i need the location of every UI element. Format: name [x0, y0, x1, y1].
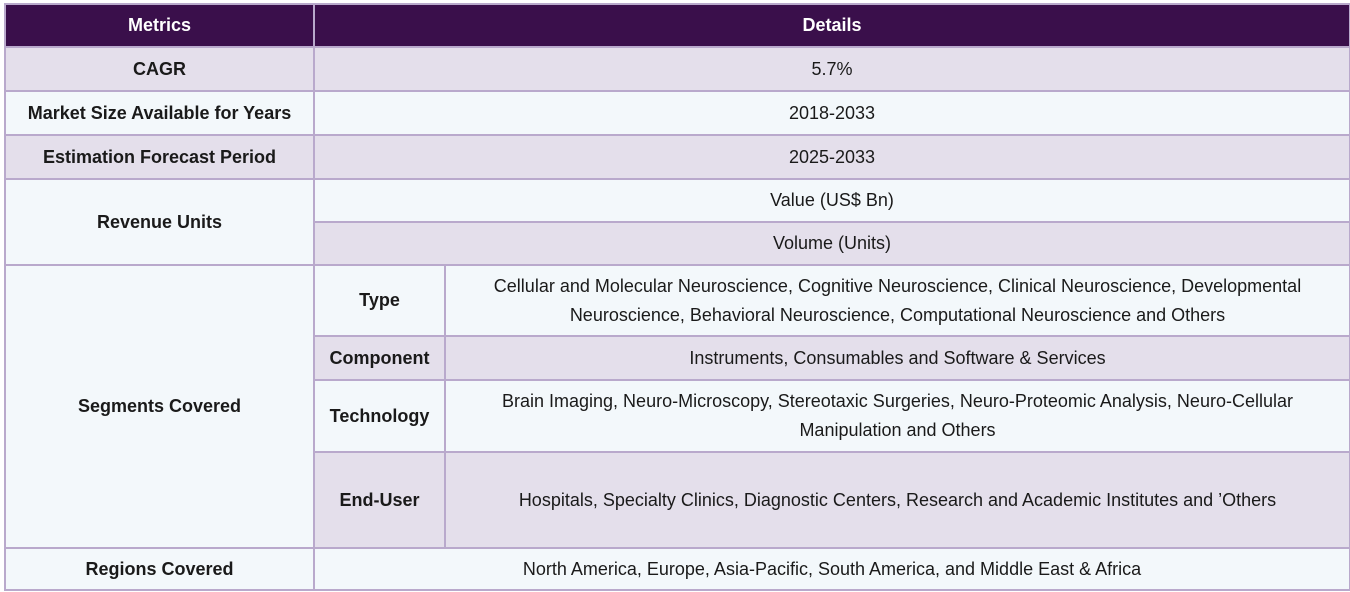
market-size-label: Market Size Available for Years	[4, 90, 315, 136]
header-row: Metrics Details	[4, 3, 1350, 48]
segment-value-component: Instruments, Consumables and Software & …	[444, 335, 1350, 381]
header-metrics: Metrics	[4, 3, 315, 48]
forecast-label: Estimation Forecast Period	[4, 134, 315, 180]
segment-name-end-user: End-User	[313, 451, 446, 549]
segment-value-technology: Brain Imaging, Neuro-Microscopy, Stereot…	[444, 379, 1350, 453]
revenue-label: Revenue Units	[4, 178, 315, 266]
revenue-value-2: Volume (Units)	[313, 221, 1350, 266]
segments-label: Segments Covered	[4, 264, 315, 549]
row-market-size: Market Size Available for Years 2018-203…	[4, 90, 1350, 136]
regions-label: Regions Covered	[4, 547, 315, 591]
row-segment-type: Segments Covered Type Cellular and Molec…	[4, 264, 1350, 549]
market-size-value: 2018-2033	[313, 90, 1350, 136]
segment-value-end-user: Hospitals, Specialty Clinics, Diagnostic…	[444, 451, 1350, 549]
cagr-value: 5.7%	[313, 46, 1350, 92]
row-forecast: Estimation Forecast Period 2025-2033	[4, 134, 1350, 180]
row-cagr: CAGR 5.7%	[4, 46, 1350, 92]
header-details: Details	[313, 3, 1350, 48]
row-revenue-value: Revenue Units Value (US$ Bn)	[4, 178, 1350, 266]
revenue-value-1: Value (US$ Bn)	[313, 178, 1350, 223]
row-regions: Regions Covered North America, Europe, A…	[4, 547, 1350, 591]
regions-value: North America, Europe, Asia-Pacific, Sou…	[313, 547, 1350, 591]
segment-value-type: Cellular and Molecular Neuroscience, Cog…	[444, 264, 1350, 337]
segment-name-component: Component	[313, 335, 446, 381]
segment-name-type: Type	[313, 264, 446, 337]
forecast-value: 2025-2033	[313, 134, 1350, 180]
report-scope-table: Metrics Details CAGR 5.7% Market Size Av…	[4, 3, 1350, 591]
cagr-label: CAGR	[4, 46, 315, 92]
segment-name-technology: Technology	[313, 379, 446, 453]
